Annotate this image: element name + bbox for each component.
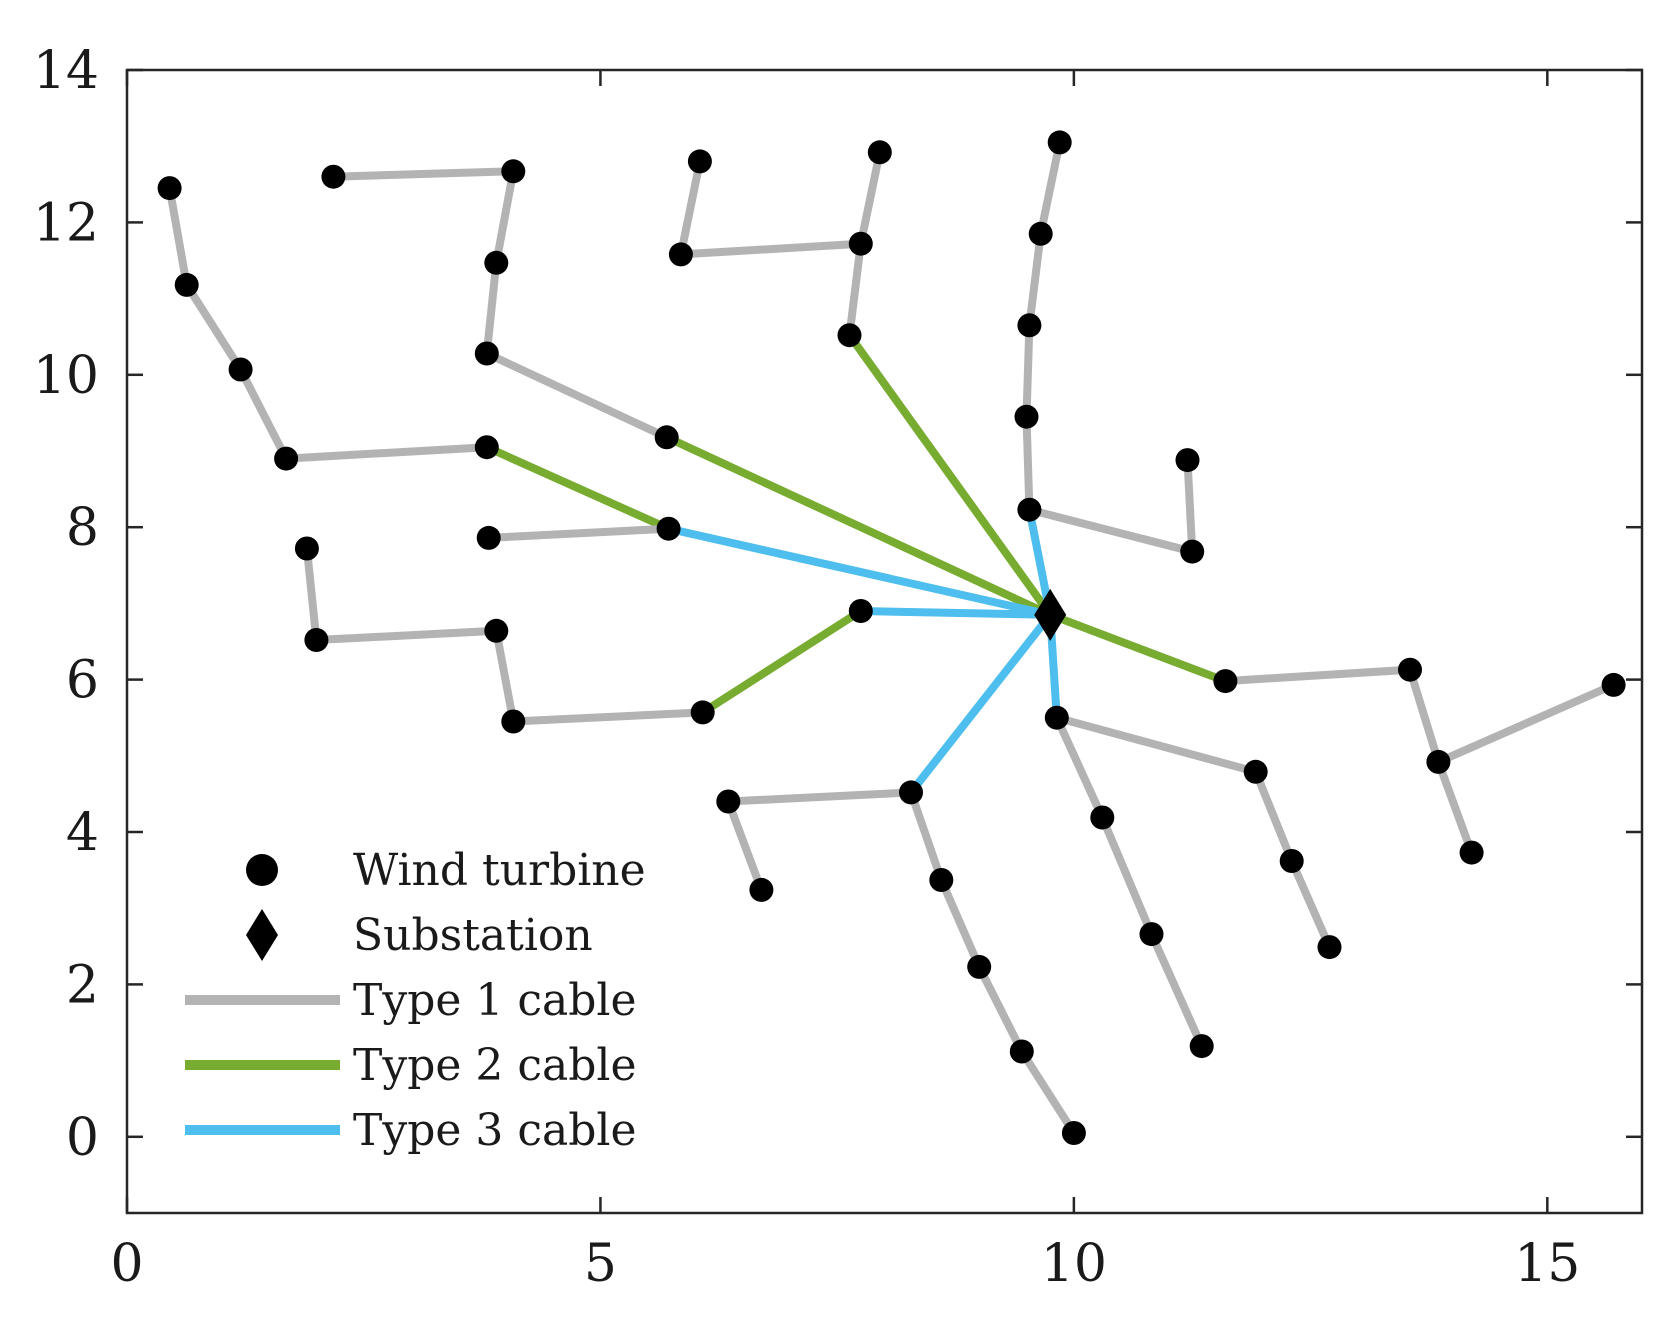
wind-turbine-point-15 xyxy=(476,525,501,550)
wind-turbine-point-46 xyxy=(1061,1121,1086,1145)
wind-turbine-point-39 xyxy=(1090,805,1115,830)
wind-turbine-point-27 xyxy=(1017,497,1042,522)
cable-type2-17 xyxy=(1048,611,1227,685)
wind-turbine-point-1 xyxy=(174,272,199,297)
wind-turbine-point-48 xyxy=(749,877,774,902)
wind-turbine-point-11 xyxy=(304,628,329,652)
wind-turbine-point-8 xyxy=(474,341,499,366)
wind-turbine-point-0 xyxy=(157,176,182,201)
cable-type2-3 xyxy=(665,433,1052,619)
cable-type1-16 xyxy=(1434,760,1476,854)
legend-substation-symbol xyxy=(246,909,278,961)
x-tick-label: 10 xyxy=(1041,1234,1107,1294)
legend-label-turbine: Wind turbine xyxy=(353,845,646,896)
x-tick-label: 15 xyxy=(1514,1234,1580,1294)
wind-turbine-point-9 xyxy=(654,425,679,450)
wind-turbine-point-6 xyxy=(501,159,526,184)
wind-turbine-point-21 xyxy=(837,323,862,348)
wind-turbine-point-29 xyxy=(1180,539,1205,564)
wind-turbine-point-47 xyxy=(716,789,741,814)
wind-turbine-point-42 xyxy=(899,780,923,805)
wind-turbine-point-43 xyxy=(929,868,954,892)
substation-marker xyxy=(1034,588,1067,641)
wind-turbine-point-17 xyxy=(687,149,712,174)
wind-turbine-point-7 xyxy=(484,250,509,275)
legend: Wind turbine Substation Type 1 cable Type 2… xyxy=(185,845,646,1156)
wind-turbine-point-34 xyxy=(1459,840,1484,865)
wind-turbine-point-13 xyxy=(501,709,526,734)
wind-turbine-point-5 xyxy=(321,164,346,189)
y-tick-label: 10 xyxy=(33,346,99,406)
x-tick-label: 5 xyxy=(584,1234,617,1294)
cable-type1-7 xyxy=(488,524,669,542)
cable-type2-11 xyxy=(846,332,1054,618)
cable-type1-19 xyxy=(1053,716,1206,1048)
wind-turbine-point-28 xyxy=(1175,448,1200,473)
axes-frame xyxy=(125,68,1644,1215)
wind-turbine-point-33 xyxy=(1601,672,1626,697)
wind-turbine-point-40 xyxy=(1139,922,1164,947)
wind-turbine-point-45 xyxy=(1009,1039,1034,1064)
wind-turbine-point-26 xyxy=(1014,404,1039,429)
cable-type3-8 xyxy=(667,524,1052,619)
wind-turbine-point-25 xyxy=(1017,313,1042,338)
x-tick-label: 0 xyxy=(110,1234,143,1294)
wind-turbine-point-44 xyxy=(967,954,992,979)
wind-turbine-point-31 xyxy=(1398,657,1422,682)
wind-turbine-point-20 xyxy=(867,140,892,165)
wind-turbine-point-19 xyxy=(848,231,873,256)
y-tick-label: 6 xyxy=(66,651,99,711)
legend-label-type3: Type 3 cable xyxy=(353,1105,637,1156)
y-tick-label: 4 xyxy=(66,803,99,863)
legend-label-substation: Substation xyxy=(353,910,593,961)
y-tick-label: 0 xyxy=(66,1108,99,1168)
wind-turbine-point-32 xyxy=(1426,749,1451,774)
y-tick-label: 12 xyxy=(33,193,99,253)
wind-turbine-point-10 xyxy=(294,536,319,561)
legend-label-type2: Type 2 cable xyxy=(353,1040,637,1091)
turbines-layer xyxy=(157,130,1626,1145)
legend-turbine-symbol xyxy=(246,854,278,886)
wind-turbine-point-37 xyxy=(1279,849,1304,873)
wind-turbine-point-4 xyxy=(474,435,499,460)
wind-turbine-point-18 xyxy=(668,242,693,267)
wind-turbine-point-2 xyxy=(228,357,253,382)
axes-layer: 0 5 10 15 0 2 4 6 8 10 12 14 xyxy=(33,41,1644,1294)
wind-turbine-point-41 xyxy=(1189,1034,1214,1059)
wind-turbine-point-22 xyxy=(848,599,873,623)
wind-turbine-point-35 xyxy=(1044,705,1069,730)
y-tick-label: 2 xyxy=(66,955,99,1015)
substation-layer xyxy=(1034,588,1067,641)
cable-type3-6 xyxy=(860,607,1051,619)
wind-turbine-point-12 xyxy=(484,618,509,643)
wind-turbine-point-38 xyxy=(1317,935,1342,960)
wind-turbine-point-16 xyxy=(656,516,681,541)
wind-turbine-point-14 xyxy=(690,700,715,725)
wind-turbine-point-24 xyxy=(1028,221,1053,246)
cable-type2-5 xyxy=(700,607,863,716)
y-tick-label: 14 xyxy=(33,41,99,101)
wind-turbine-point-23 xyxy=(1047,130,1072,155)
cable-type1-18 xyxy=(1055,713,1334,949)
cable-type3-23 xyxy=(907,612,1054,795)
wind-turbine-point-30 xyxy=(1213,669,1238,694)
wind-turbine-point-3 xyxy=(274,446,299,471)
legend-label-type1: Type 1 cable xyxy=(353,975,637,1026)
cable-type2-1 xyxy=(485,443,671,533)
wind-turbine-point-36 xyxy=(1243,759,1268,784)
y-tick-label: 8 xyxy=(66,498,99,558)
cable-type1-15 xyxy=(1225,665,1616,766)
